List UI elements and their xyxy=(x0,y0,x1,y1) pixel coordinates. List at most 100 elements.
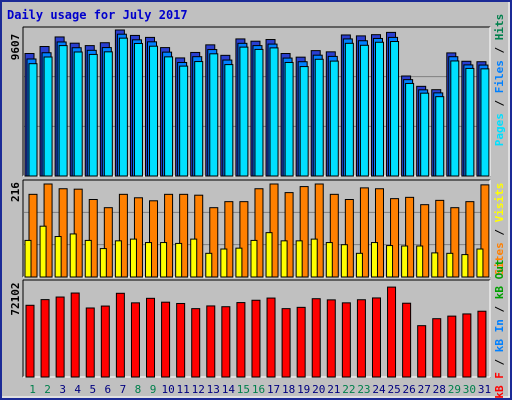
legend-entry-3-4: kB Out xyxy=(493,259,506,299)
bar-sites-day-8 xyxy=(133,197,143,278)
bar-kb-day-29 xyxy=(447,315,457,378)
bar-kb-day-12 xyxy=(191,308,201,378)
bar-pages-day-7 xyxy=(118,37,128,177)
bar-visits-day-20 xyxy=(310,238,318,278)
bar-pages-day-27 xyxy=(420,92,430,177)
bar-visits-day-28 xyxy=(431,252,439,278)
bar-sites-day-20 xyxy=(314,183,324,278)
bar-pages-day-20 xyxy=(314,58,324,177)
bar-kb-day-16 xyxy=(251,299,261,378)
bar-visits-day-4 xyxy=(69,233,77,278)
x-tick-label-day-25: 25 xyxy=(387,383,400,396)
bar-sites-day-29 xyxy=(450,207,460,278)
x-tick-label-day-3: 3 xyxy=(59,383,66,396)
bar-pages-day-18 xyxy=(284,61,294,177)
x-tick-label-day-26: 26 xyxy=(403,383,416,396)
bar-visits-day-10 xyxy=(160,242,168,278)
bar-kb-day-14 xyxy=(221,306,231,378)
bar-pages-day-31 xyxy=(480,68,490,177)
bar-kb-day-2 xyxy=(40,299,50,378)
bar-pages-day-17 xyxy=(269,47,279,177)
bar-sites-day-17 xyxy=(269,183,279,278)
x-tick-label-day-20: 20 xyxy=(312,383,325,396)
bar-kb-day-8 xyxy=(130,302,140,378)
bar-visits-day-25 xyxy=(386,245,394,278)
legend-entry-3-3: / xyxy=(493,299,506,319)
bar-sites-day-19 xyxy=(299,186,309,278)
legend-entry-3-1: / xyxy=(493,352,506,372)
bar-pages-day-2 xyxy=(43,56,53,177)
bar-visits-day-6 xyxy=(99,248,107,278)
legend-panel-2: Sites / Visits xyxy=(493,183,506,276)
x-tick-label-day-15: 15 xyxy=(237,383,250,396)
bar-kb-day-11 xyxy=(176,302,186,378)
bar-visits-day-16 xyxy=(250,239,258,278)
x-tick-label-day-22: 22 xyxy=(342,383,355,396)
bar-visits-day-29 xyxy=(446,252,454,278)
bar-visits-day-9 xyxy=(145,242,153,278)
bar-pages-day-3 xyxy=(58,45,68,177)
bar-kb-day-24 xyxy=(371,297,381,378)
x-tick-label-day-8: 8 xyxy=(135,383,142,396)
bar-sites-day-21 xyxy=(329,193,339,278)
legend-panel-3: kB F / kB In / kB Out xyxy=(493,259,506,398)
bar-visits-day-23 xyxy=(355,252,363,278)
bar-sites-day-14 xyxy=(224,201,234,278)
bar-sites-day-18 xyxy=(284,192,294,278)
bar-kb-day-20 xyxy=(311,298,321,378)
bar-kb-day-31 xyxy=(477,310,487,378)
x-tick-label-day-5: 5 xyxy=(89,383,96,396)
bar-sites-day-12 xyxy=(194,194,204,278)
bar-pages-day-23 xyxy=(359,44,369,177)
x-tick-label-day-11: 11 xyxy=(177,383,190,396)
legend-entry-2-1: / xyxy=(493,222,506,242)
bar-kb-day-26 xyxy=(402,302,412,378)
bar-visits-day-14 xyxy=(220,248,228,278)
bar-kb-day-19 xyxy=(296,306,306,378)
bar-kb-day-23 xyxy=(356,299,366,378)
bar-sites-day-9 xyxy=(149,200,159,278)
y-max-label-panel-3: 72102 xyxy=(9,282,22,315)
bar-pages-day-24 xyxy=(374,41,384,177)
bar-sites-day-22 xyxy=(344,199,354,278)
bar-visits-day-31 xyxy=(476,248,484,278)
x-tick-label-day-21: 21 xyxy=(327,383,340,396)
x-tick-label-day-12: 12 xyxy=(192,383,205,396)
bar-kb-day-22 xyxy=(341,302,351,378)
bar-visits-day-27 xyxy=(416,245,424,278)
legend-entry-1-4: Hits xyxy=(493,14,506,41)
bar-sites-day-28 xyxy=(435,199,445,278)
x-tick-label-day-19: 19 xyxy=(297,383,310,396)
y-max-label-panel-1: 9607 xyxy=(9,34,22,61)
bar-sites-day-6 xyxy=(103,207,113,278)
y-max-label-panel-2: 216 xyxy=(9,182,22,202)
x-tick-label-day-9: 9 xyxy=(150,383,157,396)
bar-visits-day-8 xyxy=(129,238,137,278)
legend-entry-2-0: Sites xyxy=(493,242,506,275)
x-tick-label-day-13: 13 xyxy=(207,383,220,396)
legend-entry-3-0: kB F xyxy=(493,372,506,399)
bar-kb-day-13 xyxy=(206,305,216,378)
bar-visits-day-26 xyxy=(401,245,409,278)
bar-sites-day-10 xyxy=(164,193,174,278)
bar-sites-day-13 xyxy=(209,207,219,278)
bar-visits-day-22 xyxy=(340,244,348,278)
bar-sites-day-7 xyxy=(118,193,128,278)
x-tick-label-day-28: 28 xyxy=(433,383,446,396)
x-tick-label-day-7: 7 xyxy=(120,383,127,396)
bar-pages-day-29 xyxy=(450,60,460,177)
bar-sites-day-26 xyxy=(405,196,415,278)
bar-kb-day-30 xyxy=(462,313,472,378)
x-tick-label-day-6: 6 xyxy=(105,383,112,396)
x-tick-label-day-18: 18 xyxy=(282,383,295,396)
bar-visits-day-5 xyxy=(84,239,92,278)
bar-pages-day-5 xyxy=(88,53,98,177)
x-tick-label-day-10: 10 xyxy=(161,383,174,396)
x-tick-label-day-31: 31 xyxy=(478,383,491,396)
bar-pages-day-19 xyxy=(299,66,309,177)
bar-visits-day-15 xyxy=(235,247,243,278)
bar-pages-day-10 xyxy=(164,56,174,177)
x-tick-label-day-24: 24 xyxy=(372,383,386,396)
